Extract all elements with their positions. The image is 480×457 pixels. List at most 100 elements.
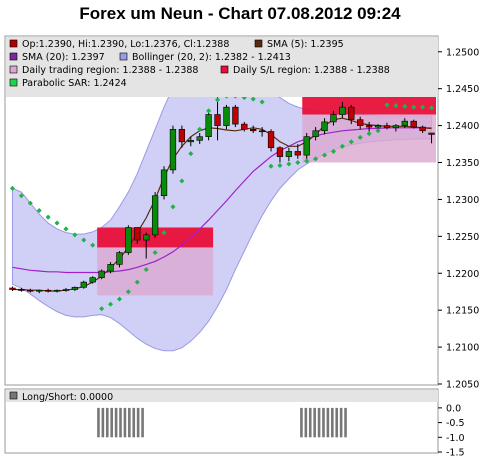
candle-body: [98, 270, 105, 278]
sar-point: [339, 143, 345, 149]
candle: [357, 116, 364, 130]
long-short-bar: [110, 407, 113, 438]
legend-sar-text: Parabolic SAR: 1.2424: [22, 78, 127, 89]
y-tick-label: 1.2150: [446, 306, 479, 317]
sub-legend-background: [6, 390, 438, 402]
candle-body: [169, 128, 177, 171]
sar-point: [268, 163, 274, 169]
y-tick-label: 1.2350: [446, 158, 479, 169]
candle: [143, 232, 150, 259]
long-short-plot: [97, 407, 347, 438]
candle-body: [214, 114, 221, 126]
candle: [383, 122, 391, 130]
y-tick-label: 1.2400: [446, 121, 479, 132]
sub-y-axis: 0.0 -0.5 -1.0 -1.5: [438, 403, 465, 457]
candle-body: [285, 151, 293, 157]
chart-title: Forex um Neun - Chart 07.08.2012 09:24: [79, 4, 401, 23]
candle-body: [134, 227, 141, 241]
long-short-bar: [119, 407, 122, 438]
candle: [160, 166, 168, 200]
chart-legend: Op:1.2390, Hi:1.2390, Lo:1.2376, Cl:1.23…: [9, 39, 390, 89]
candle-body: [187, 140, 194, 143]
candle-body: [223, 106, 230, 126]
sar-point: [9, 185, 16, 191]
sar-point: [161, 230, 167, 236]
legend-swatch-bollinger: [119, 52, 128, 61]
sar-point: [366, 131, 372, 137]
candle: [312, 127, 319, 141]
candle: [339, 101, 346, 119]
y-tick-label: 1.2100: [446, 343, 479, 354]
long-short-bar: [300, 407, 303, 438]
candle-body: [27, 289, 34, 292]
candle: [169, 125, 177, 174]
long-short-bar: [313, 407, 316, 438]
candle: [321, 118, 328, 135]
candle: [53, 289, 61, 293]
candle-body: [18, 289, 25, 291]
candle-body: [53, 289, 61, 292]
candle-body: [401, 120, 408, 126]
candle-body: [89, 277, 96, 283]
sar-point: [348, 139, 354, 145]
candle-body: [143, 234, 150, 241]
sub-legend-text: Long/Short: 0.0000: [22, 392, 113, 403]
candle-body: [303, 136, 310, 156]
sub-legend-swatch: [9, 391, 18, 400]
sub-y-tick-label: -0.5: [446, 418, 465, 429]
candle: [107, 262, 114, 274]
main-y-axis: 1.2500 1.2450 1.2400 1.2350 1.2300 1.2250 1.22…: [438, 47, 479, 391]
candle: [401, 118, 408, 128]
candle-body: [71, 286, 79, 290]
candle: [250, 125, 257, 133]
y-tick-label: 1.2250: [446, 232, 479, 243]
candle-body: [419, 126, 426, 132]
sub-y-tick-label: -1.0: [446, 433, 465, 444]
candle-body: [365, 125, 373, 128]
candle: [392, 124, 400, 132]
candle-body: [392, 125, 400, 129]
candle: [365, 121, 373, 132]
legend-swatch-ohlc: [9, 39, 18, 48]
long-short-bar: [326, 407, 330, 438]
candle-body: [9, 287, 16, 290]
candle-body: [357, 119, 364, 126]
sar-point: [63, 226, 69, 232]
sar-point: [134, 279, 140, 285]
sar-point: [72, 232, 78, 238]
candle: [62, 288, 70, 292]
sar-point: [152, 250, 158, 256]
candle-body: [321, 121, 328, 132]
candle: [18, 288, 25, 292]
long-short-bar: [141, 407, 144, 438]
legend-sma5-text: SMA (5): 1.2395: [267, 39, 344, 50]
candle: [241, 121, 248, 132]
legend-swatch-sma20: [9, 52, 18, 61]
candle-body: [36, 289, 43, 292]
y-tick-label: 1.2450: [446, 84, 479, 95]
candle: [89, 276, 96, 284]
legend-swatch-sl-region: [220, 65, 229, 74]
long-short-bar: [317, 407, 321, 438]
candle-body: [232, 106, 239, 125]
long-short-bar: [322, 407, 325, 438]
candle-body: [258, 130, 266, 133]
candle: [187, 136, 194, 147]
sar-point: [295, 159, 301, 166]
sar-point: [54, 220, 60, 226]
long-short-bar: [339, 407, 343, 438]
long-short-bar: [344, 407, 347, 438]
sar-point: [107, 301, 114, 307]
sub-y-tick-label: -1.5: [446, 448, 465, 457]
y-tick-label: 1.2300: [446, 195, 479, 206]
sar-point: [384, 102, 390, 108]
main-plot-area: [9, 58, 436, 352]
long-short-bar: [136, 407, 140, 438]
sub-y-tick-label: 0.0: [446, 403, 461, 414]
candle: [348, 104, 355, 125]
candle: [71, 286, 79, 291]
candle-body: [276, 147, 284, 157]
sl-region-3: [302, 92, 436, 115]
candle-body: [383, 125, 391, 129]
long-short-bar: [101, 407, 105, 438]
